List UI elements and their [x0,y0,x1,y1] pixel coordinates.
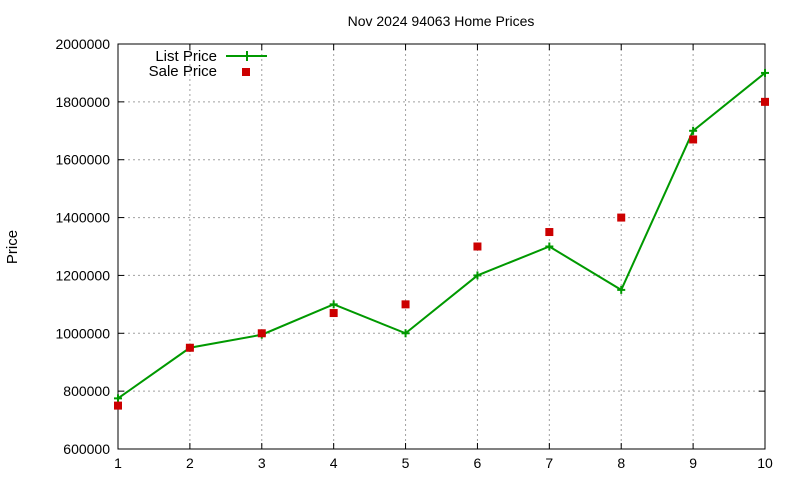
sale-price-point [114,401,122,410]
list-price-point [617,285,626,294]
list-price-point [329,300,338,309]
chart-title: Nov 2024 94063 Home Prices [348,13,535,29]
y-axis-label: Price [4,230,21,264]
sale-price-point [257,329,266,338]
x-tick-label: 10 [757,455,773,471]
y-tick-label: 800000 [63,383,110,399]
legend-marker-sale-price [242,68,250,76]
y-tick-label: 1400000 [55,210,110,226]
y-tick-label: 1800000 [55,94,110,110]
sale-price-point [689,135,698,144]
sale-price-point [545,228,554,237]
y-tick-label: 1600000 [55,152,110,168]
x-tick-label: 1 [114,455,122,471]
x-tick-label: 4 [330,455,338,471]
list-price-point [761,68,769,77]
sale-price-point [401,300,410,309]
legend-marker-list-price [242,51,252,61]
x-tick-label: 6 [474,455,482,471]
x-tick-label: 5 [402,455,410,471]
sale-price-point [761,97,769,106]
axes: 1 2 3 4 5 6 7 8 9 10 600000 800000 1000000 1200000 140… [55,36,773,471]
x-tick-label: 9 [689,455,697,471]
sale-price-point [329,309,338,318]
plot-frame [117,43,766,450]
list-price-point [689,126,698,135]
sale-price-point [473,242,482,251]
legend-label-sale-price: Sale Price [149,63,217,80]
x-tick-label: 2 [186,455,194,471]
y-tick-label: 1000000 [55,325,110,341]
list-price-point [473,271,482,280]
grid [118,44,765,449]
legend-label-list-price: List Price [155,48,217,65]
sale-price-point [185,343,194,352]
y-tick-label: 2000000 [55,36,110,52]
list-price-point [545,242,554,251]
y-tick-label: 1200000 [55,267,110,283]
x-tick-label: 8 [617,455,625,471]
sale-price-point [617,213,626,222]
x-tick-label: 7 [545,455,553,471]
series-layer [114,68,769,410]
x-tick-label: 3 [258,455,266,471]
list-price-point [401,329,410,338]
list-price-point [114,394,122,403]
legend: List Price Sale Price [149,48,267,80]
series-line-list-price [117,72,766,400]
y-tick-label: 600000 [63,441,110,457]
